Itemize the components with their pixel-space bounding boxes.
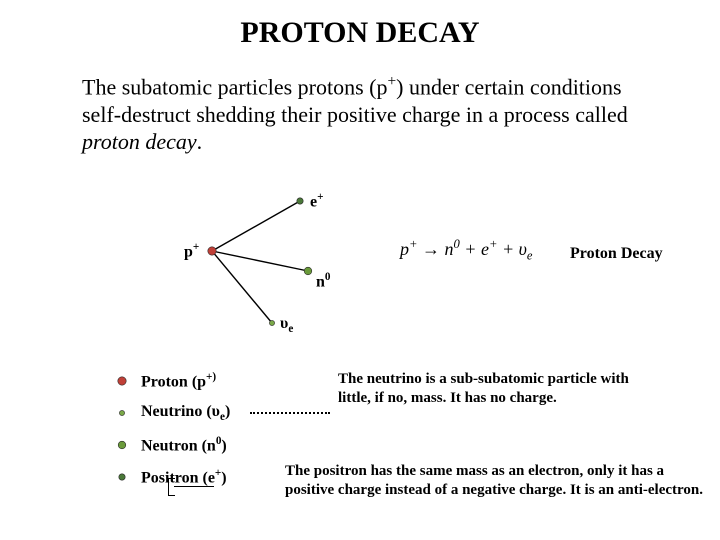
- legend-row-neutrino: Neutrino (υe): [115, 397, 230, 429]
- intro-text: The subatomic particles protons (p+) und…: [82, 72, 642, 156]
- label-neutron: n0: [316, 271, 331, 291]
- neutrino-legend-dot: [115, 406, 129, 420]
- decay-equation: p+ → n0 + e+ + υe: [400, 237, 532, 264]
- legend: Proton (p+) Neutrino (υe) Neutron (n0) Posi…: [115, 365, 230, 493]
- legend-label-neutrino: Neutrino (υe): [141, 403, 230, 423]
- decay-equation-label: Proton Decay: [570, 245, 663, 263]
- legend-label-neutron: Neutron (n0): [141, 435, 227, 455]
- label-positron: e+: [310, 191, 323, 211]
- legend-row-neutron: Neutron (n0): [115, 429, 230, 461]
- label-proton: p+: [184, 241, 199, 261]
- positron-dot: [297, 198, 303, 204]
- neutrino-leader-line: [250, 412, 330, 414]
- page-title: PROTON DECAY: [0, 16, 720, 50]
- proton-legend-dot: [115, 374, 129, 388]
- proton-dot: [208, 247, 216, 255]
- label-neutrino: υe: [280, 315, 293, 335]
- positron-note: The positron has the same mass as an ele…: [285, 462, 705, 500]
- decay-diagram: p+ e+ n0 υe: [180, 185, 380, 345]
- neutron-legend-dot: [115, 438, 129, 452]
- neutrino-dot: [269, 320, 274, 325]
- legend-label-positron: Positron (e+): [141, 467, 227, 487]
- legend-label-proton: Proton (p+): [141, 371, 216, 391]
- positron-bracket-line: [174, 486, 214, 487]
- neutrino-note: The neutrino is a sub-subatomic particle…: [338, 370, 658, 408]
- positron-legend-dot: [115, 470, 129, 484]
- legend-row-proton: Proton (p+): [115, 365, 230, 397]
- positron-bracket: [168, 478, 175, 496]
- decay-line: [212, 201, 300, 251]
- neutron-dot: [304, 267, 312, 275]
